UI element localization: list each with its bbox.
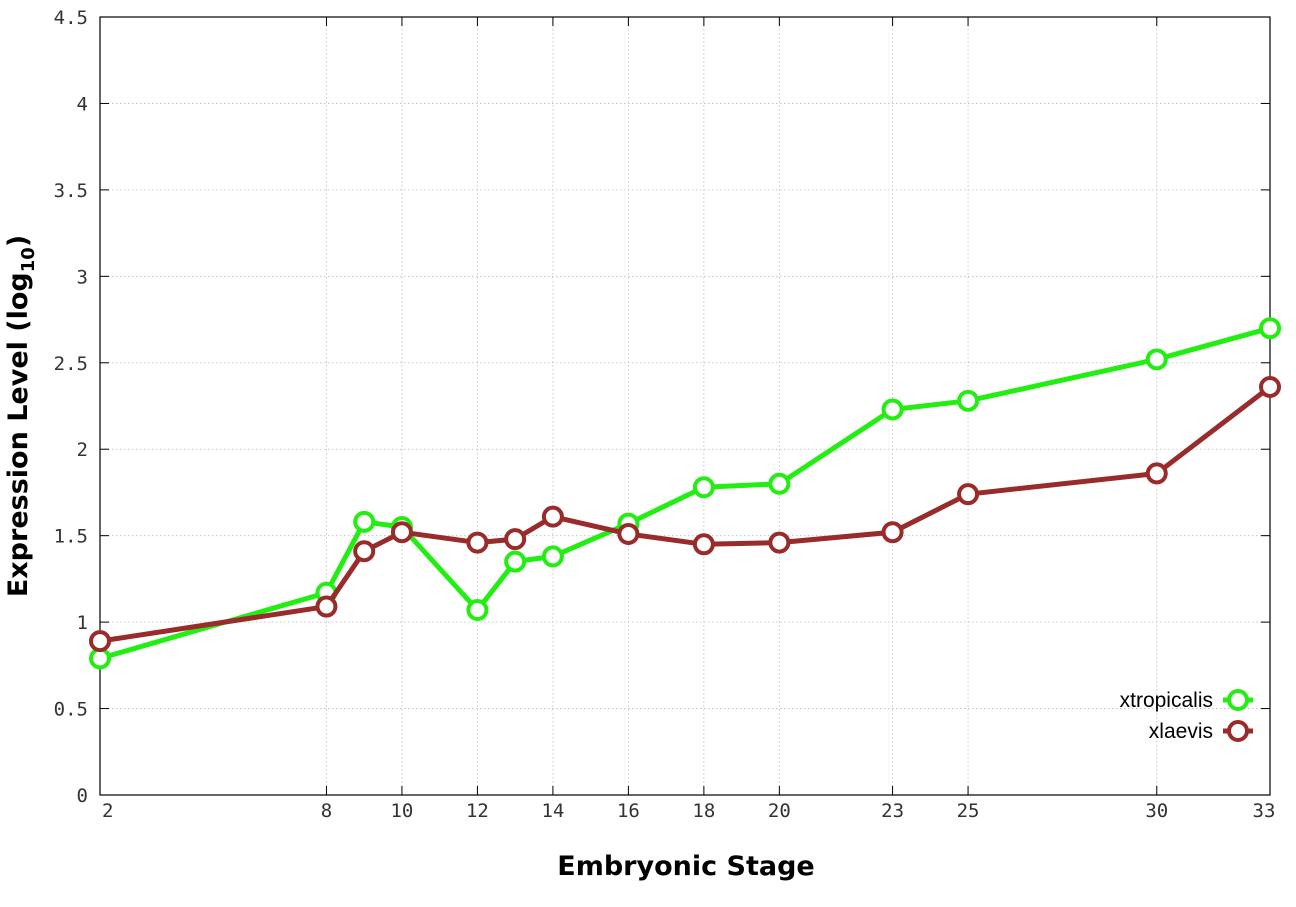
data-point-xtropicalis — [1259, 317, 1281, 340]
y-tick-label: 3.5 — [54, 180, 88, 202]
data-point-xtropicalis — [541, 545, 564, 568]
data-point-xtropicalis — [504, 550, 527, 573]
x-tick-label: 18 — [692, 800, 715, 822]
legend: xtropicalis xlaevis — [1120, 689, 1253, 743]
data-point-xtropicalis — [1145, 348, 1168, 371]
data-point-xlaevis — [957, 483, 980, 506]
x-tick-label: 14 — [541, 800, 564, 822]
x-tick-label: 33 — [1253, 800, 1276, 822]
data-point-xlaevis — [768, 531, 791, 554]
axis-ticks: 0 0.5 1 1.5 2 2.5 3 3.5 4 4.5 2 8 10 12 14 16 18 20 23 25 30… — [54, 7, 1276, 822]
x-tick-label: 25 — [957, 800, 980, 822]
data-point-xtropicalis — [957, 389, 980, 412]
y-tick-label: 4.5 — [54, 7, 88, 29]
data-point-xlaevis — [1259, 375, 1281, 398]
data-point-xtropicalis — [881, 398, 904, 421]
y-axis-title: Expression Level (log10) — [3, 235, 39, 597]
data-point-xlaevis — [89, 630, 111, 653]
y-tick-label: 0 — [77, 785, 88, 807]
y-tick-label: 0.5 — [54, 699, 88, 721]
y-axis-title-main: Expression Level (log — [3, 272, 34, 597]
y-tick-label: 1.5 — [54, 526, 88, 548]
data-point-xlaevis — [315, 595, 338, 618]
grid — [100, 17, 1270, 795]
data-point-xtropicalis — [466, 599, 489, 622]
x-tick-label: 2 — [102, 800, 113, 822]
legend-swatch-marker-xlaevis — [1227, 720, 1249, 742]
data-point-xlaevis — [1145, 462, 1168, 485]
series-line-xtropicalis — [99, 325, 1271, 661]
x-axis-title: Embryonic Stage — [557, 851, 814, 882]
legend-label-xlaevis: xlaevis — [1149, 720, 1213, 743]
y-tick-label: 2 — [77, 439, 88, 461]
plot-frame — [99, 16, 1271, 796]
series-lines — [89, 317, 1281, 670]
series-xlaevis — [89, 375, 1281, 653]
x-tick-label: 16 — [617, 800, 640, 822]
data-point-xtropicalis — [692, 476, 715, 499]
data-point-xlaevis — [692, 533, 715, 556]
data-point-xtropicalis — [353, 510, 376, 533]
legend-label-xtropicalis: xtropicalis — [1120, 689, 1213, 712]
y-tick-label: 3 — [77, 266, 88, 288]
data-point-xlaevis — [353, 540, 376, 563]
y-tick-label: 2.5 — [54, 353, 88, 375]
legend-swatch-marker-xtropicalis — [1227, 689, 1249, 711]
x-tick-label: 8 — [321, 800, 332, 822]
x-tick-label: 12 — [466, 800, 489, 822]
data-point-xlaevis — [617, 522, 640, 545]
data-point-xlaevis — [390, 521, 413, 544]
y-axis-title-close: ) — [3, 235, 34, 247]
x-tick-label: 10 — [390, 800, 413, 822]
y-tick-label: 1 — [77, 612, 88, 634]
x-tick-label: 23 — [881, 800, 904, 822]
data-point-xlaevis — [881, 521, 904, 544]
y-axis-title-subscript: 10 — [18, 247, 39, 272]
data-point-xlaevis — [466, 531, 489, 554]
x-tick-label: 20 — [768, 800, 791, 822]
y-tick-label: 4 — [77, 93, 88, 115]
series-line-xlaevis — [99, 384, 1272, 644]
data-point-xlaevis — [504, 528, 527, 551]
data-point-xlaevis — [541, 505, 564, 528]
x-tick-label: 30 — [1145, 800, 1168, 822]
data-point-xtropicalis — [768, 472, 791, 495]
